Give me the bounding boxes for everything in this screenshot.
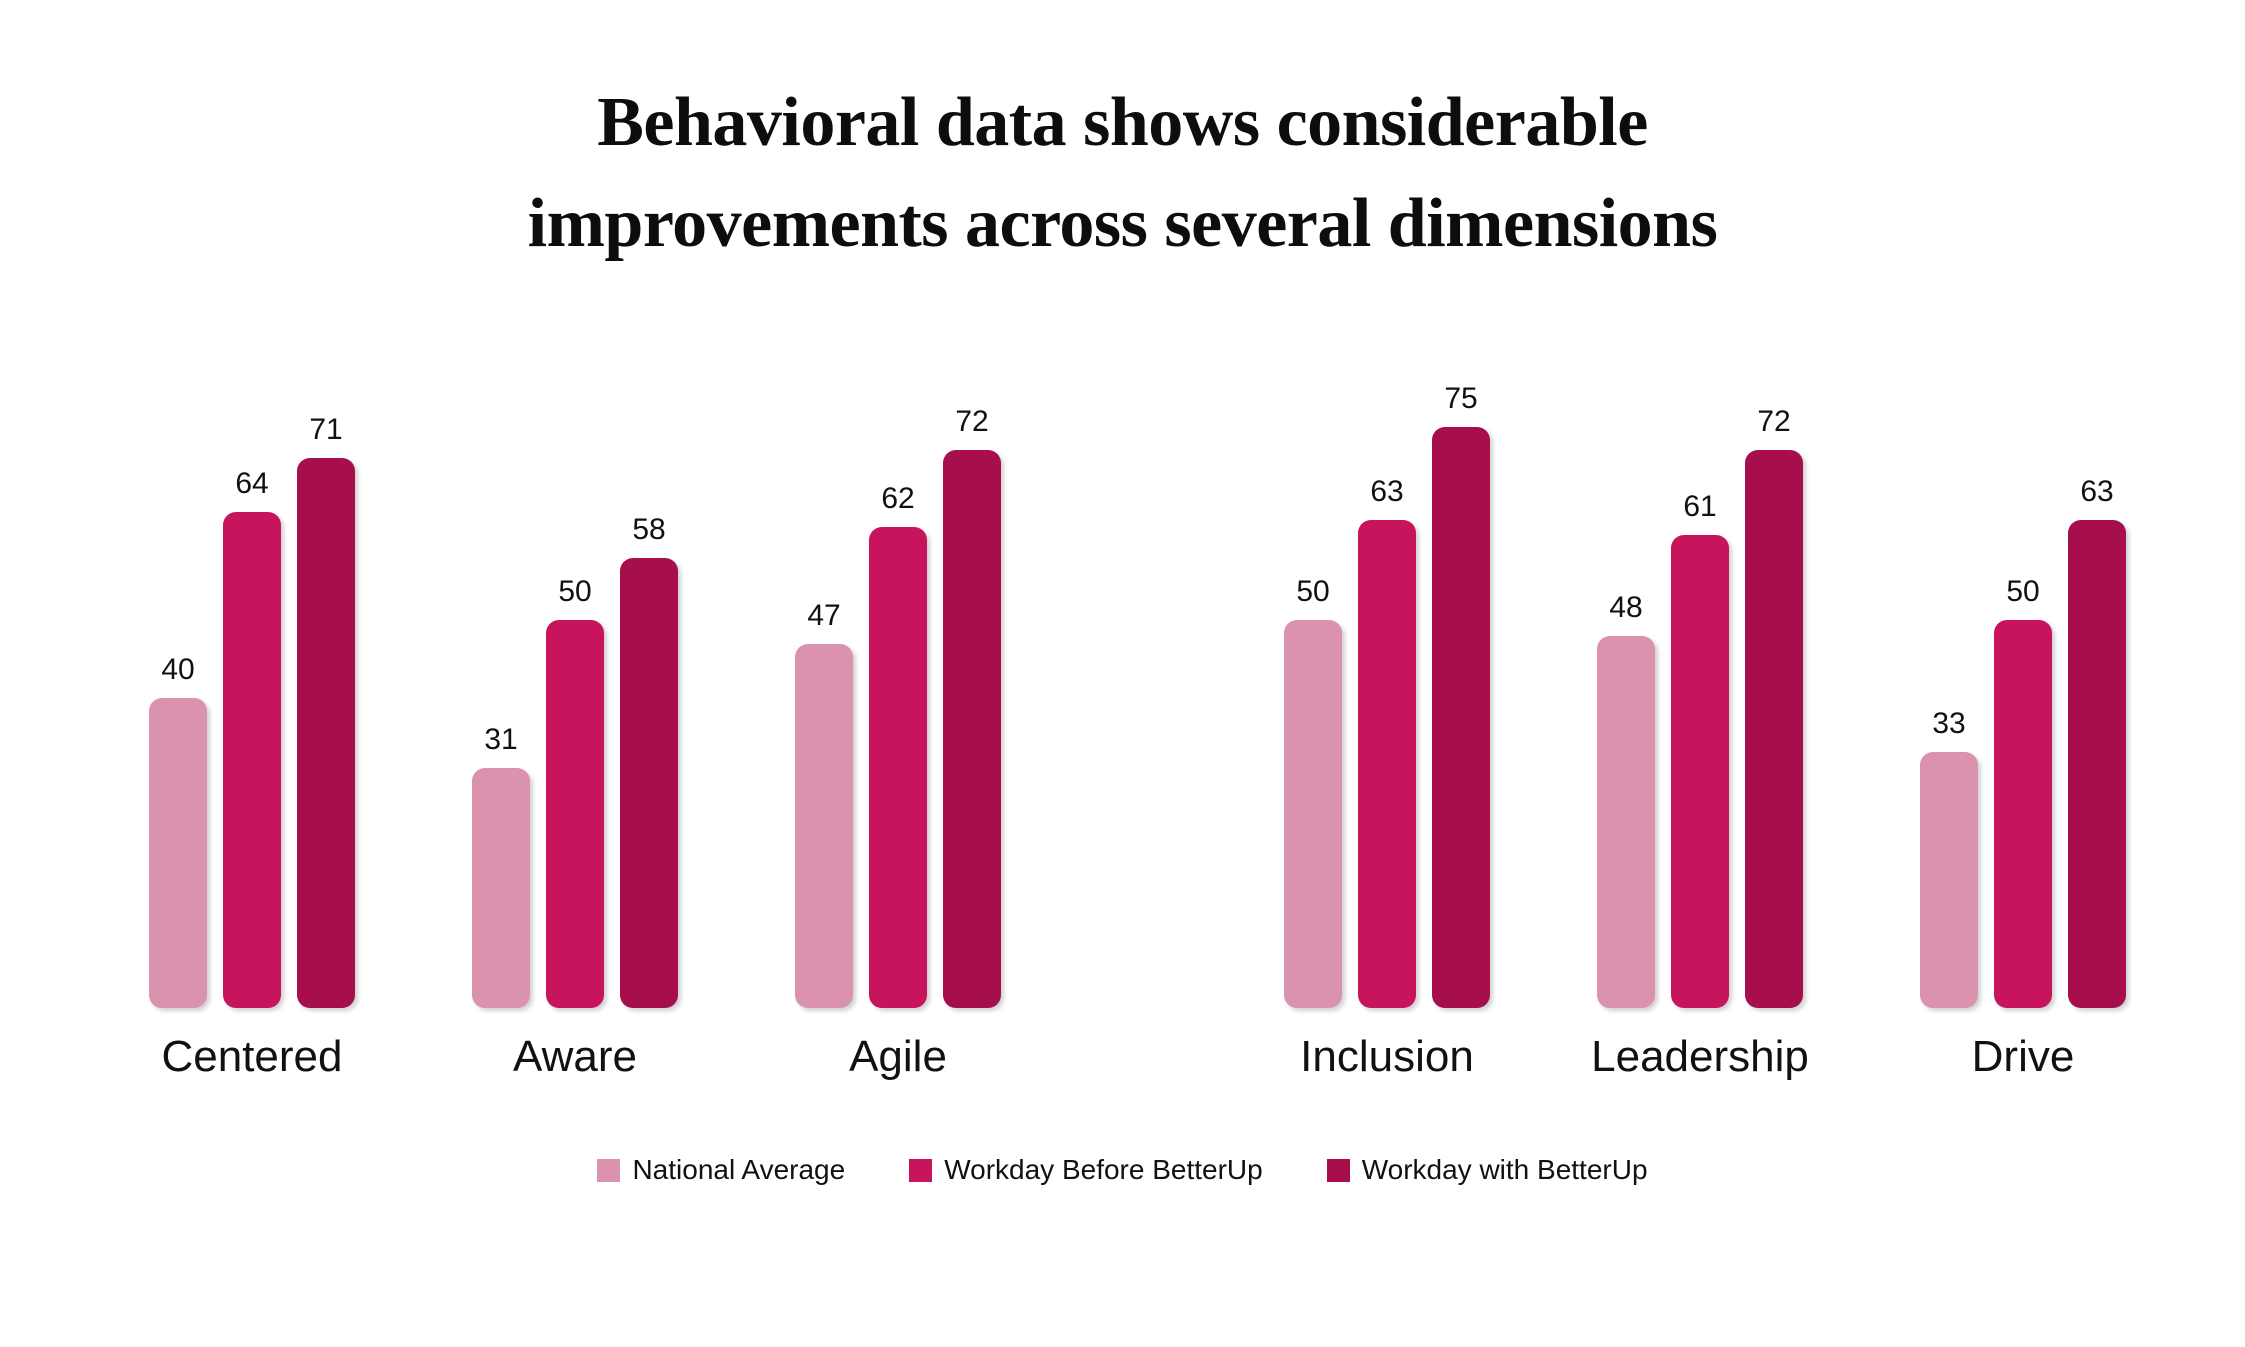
legend-swatch-icon bbox=[1326, 1158, 1350, 1182]
bar-centered-workday-with-betterup bbox=[297, 458, 355, 1008]
bar-agile-national-average bbox=[795, 644, 853, 1008]
legend-swatch-icon bbox=[597, 1158, 621, 1182]
bar-value-label: 40 bbox=[161, 653, 195, 686]
bar-value-label: 48 bbox=[1609, 591, 1643, 624]
bar-group-aware: 31 50 58 Aware bbox=[472, 513, 678, 1081]
bar-value-label: 75 bbox=[1444, 382, 1478, 415]
bar-agile-workday-with-betterup bbox=[943, 450, 1001, 1008]
category-label-agile: Agile bbox=[849, 1032, 947, 1081]
legend-item-workday-with-betterup: Workday with BetterUp bbox=[1326, 1154, 1648, 1186]
bar-aware-workday-with-betterup bbox=[620, 558, 678, 1008]
bar-inclusion-workday-with-betterup bbox=[1432, 427, 1490, 1008]
bar-value-label: 61 bbox=[1683, 490, 1717, 523]
bar-drive-workday-before-betterup bbox=[1994, 620, 2052, 1008]
category-label-centered: Centered bbox=[161, 1032, 343, 1081]
legend-swatch-icon bbox=[909, 1158, 933, 1182]
category-label-aware: Aware bbox=[513, 1032, 637, 1081]
bar-wrap-centered-workday-before-betterup: 64 bbox=[223, 467, 281, 1008]
bar-centered-workday-before-betterup bbox=[223, 512, 281, 1008]
bar-wrap-leadership-workday-with-betterup: 72 bbox=[1745, 405, 1803, 1008]
bar-wrap-aware-workday-before-betterup: 50 bbox=[546, 575, 604, 1008]
bar-wrap-leadership-workday-before-betterup: 61 bbox=[1671, 490, 1729, 1008]
bar-leadership-workday-before-betterup bbox=[1671, 535, 1729, 1008]
bar-value-label: 58 bbox=[632, 513, 666, 546]
bar-drive-workday-with-betterup bbox=[2068, 520, 2126, 1008]
bar-value-label: 63 bbox=[2080, 475, 2114, 508]
legend-label: National Average bbox=[632, 1154, 846, 1185]
bar-wrap-agile-workday-with-betterup: 72 bbox=[943, 405, 1001, 1008]
bar-agile-workday-before-betterup bbox=[869, 527, 927, 1008]
bar-inclusion-workday-before-betterup bbox=[1358, 520, 1416, 1008]
bar-leadership-national-average bbox=[1597, 636, 1655, 1008]
bar-wrap-leadership-national-average: 48 bbox=[1597, 591, 1655, 1008]
bar-drive-national-average bbox=[1920, 752, 1978, 1008]
bar-wrap-centered-national-average: 40 bbox=[149, 653, 207, 1008]
bar-value-label: 71 bbox=[309, 413, 343, 446]
bar-wrap-drive-workday-before-betterup: 50 bbox=[1994, 575, 2052, 1008]
bar-value-label: 50 bbox=[558, 575, 592, 608]
bar-value-label: 62 bbox=[881, 482, 915, 515]
bar-value-label: 47 bbox=[807, 599, 841, 632]
chart-title: Behavioral data shows considerable impro… bbox=[0, 72, 2245, 274]
bar-value-label: 50 bbox=[1296, 575, 1330, 608]
category-label-drive: Drive bbox=[1971, 1032, 2075, 1081]
category-label-inclusion: Inclusion bbox=[1300, 1032, 1474, 1081]
bar-group-leadership: 48 61 72 Leadership bbox=[1591, 405, 1809, 1081]
legend: National Average Workday Before BetterUp W… bbox=[0, 1154, 2245, 1186]
bar-leadership-workday-with-betterup bbox=[1745, 450, 1803, 1008]
bar-wrap-aware-workday-with-betterup: 58 bbox=[620, 513, 678, 1008]
bar-wrap-agile-workday-before-betterup: 62 bbox=[869, 482, 927, 1008]
chart-title-line-1: Behavioral data shows considerable bbox=[597, 84, 1648, 161]
bar-aware-national-average bbox=[472, 768, 530, 1008]
bar-wrap-inclusion-workday-with-betterup: 75 bbox=[1432, 382, 1490, 1008]
bar-group-agile: 47 62 72 Agile bbox=[795, 405, 1001, 1081]
bar-aware-workday-before-betterup bbox=[546, 620, 604, 1008]
bar-value-label: 72 bbox=[955, 405, 989, 438]
bar-wrap-aware-national-average: 31 bbox=[472, 723, 530, 1008]
bar-value-label: 63 bbox=[1370, 475, 1404, 508]
bar-group-drive: 33 50 63 Drive bbox=[1920, 475, 2126, 1081]
legend-item-national-average: National Average bbox=[597, 1154, 845, 1186]
bar-wrap-centered-workday-with-betterup: 71 bbox=[297, 413, 355, 1008]
legend-item-workday-before-betterup: Workday Before BetterUp bbox=[909, 1154, 1263, 1186]
chart-title-line-2: improvements across several dimensions bbox=[527, 185, 1718, 262]
legend-label: Workday Before BetterUp bbox=[944, 1154, 1263, 1185]
bar-inclusion-national-average bbox=[1284, 620, 1342, 1008]
bar-centered-national-average bbox=[149, 698, 207, 1008]
bar-wrap-inclusion-workday-before-betterup: 63 bbox=[1358, 475, 1416, 1008]
bar-wrap-inclusion-national-average: 50 bbox=[1284, 575, 1342, 1008]
bar-value-label: 64 bbox=[235, 467, 269, 500]
category-label-leadership: Leadership bbox=[1591, 1032, 1809, 1081]
bar-value-label: 31 bbox=[484, 723, 518, 756]
bar-wrap-drive-national-average: 33 bbox=[1920, 707, 1978, 1008]
legend-label: Workday with BetterUp bbox=[1361, 1154, 1648, 1185]
bar-wrap-agile-national-average: 47 bbox=[795, 599, 853, 1008]
bar-value-label: 50 bbox=[2006, 575, 2040, 608]
bar-wrap-drive-workday-with-betterup: 63 bbox=[2068, 475, 2126, 1008]
bar-value-label: 72 bbox=[1757, 405, 1791, 438]
bar-group-inclusion: 50 63 75 Inclusion bbox=[1284, 382, 1490, 1081]
bar-group-centered: 40 64 71 Centered bbox=[149, 413, 355, 1081]
bar-value-label: 33 bbox=[1932, 707, 1966, 740]
